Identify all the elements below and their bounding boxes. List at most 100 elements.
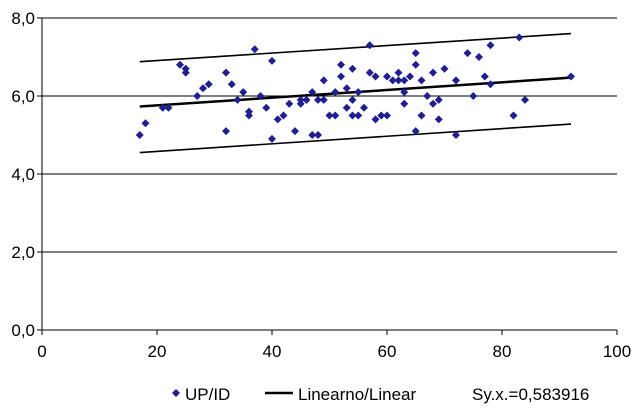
series-line-0 [139, 32, 572, 63]
data-point-37 [342, 103, 351, 112]
data-point-30 [319, 95, 328, 104]
legend-diamond-marker [172, 389, 180, 397]
data-points [135, 33, 575, 143]
series-line-2 [139, 123, 572, 154]
data-point-14 [239, 88, 248, 97]
data-point-60 [429, 99, 437, 108]
legend: UP/ID Linearno/Linear Sy.x.=0,583916 [172, 385, 589, 404]
data-point-16 [245, 107, 253, 116]
data-point-75 [371, 115, 380, 124]
annotation-syx: Sy.x.=0,583916 [472, 385, 589, 404]
data-point-58 [423, 92, 432, 100]
data-point-10 [222, 68, 230, 77]
data-point-73 [521, 95, 529, 104]
data-point-63 [452, 131, 460, 139]
data-point-2 [158, 103, 167, 112]
data-point-72 [515, 33, 524, 42]
x-tick-label-4: 80 [493, 342, 512, 361]
data-point-41 [354, 111, 363, 120]
data-point-32 [325, 111, 334, 120]
data-point-0 [135, 131, 144, 139]
data-point-77 [273, 115, 282, 124]
data-point-9 [204, 80, 213, 89]
y-tick-label-0: 0,0 [11, 321, 35, 340]
data-point-7 [193, 92, 202, 100]
data-point-20 [268, 56, 276, 65]
legend-label-up-id: UP/ID [185, 385, 230, 404]
data-point-52 [400, 99, 409, 108]
data-point-23 [285, 99, 294, 108]
data-point-40 [354, 88, 363, 97]
data-point-66 [469, 92, 478, 100]
data-point-84 [314, 95, 322, 104]
data-point-3 [164, 103, 173, 112]
data-point-43 [365, 41, 374, 50]
data-point-38 [348, 64, 357, 73]
data-point-71 [509, 111, 518, 120]
x-tick-label-3: 60 [378, 342, 397, 361]
gridlines [42, 17, 617, 253]
data-point-79 [331, 111, 340, 120]
data-point-31 [319, 76, 328, 85]
data-point-28 [308, 131, 317, 139]
data-point-62 [440, 64, 449, 73]
data-point-50 [394, 76, 403, 85]
data-point-17 [250, 45, 259, 54]
data-point-51 [400, 76, 409, 85]
data-point-36 [342, 84, 351, 93]
data-point-81 [434, 95, 443, 104]
legend-label-linear: Linearno/Linear [298, 385, 416, 404]
data-point-61 [434, 115, 443, 124]
data-point-59 [429, 68, 437, 77]
data-point-22 [279, 111, 288, 120]
axes [37, 17, 618, 335]
data-point-74 [567, 72, 575, 81]
data-point-8 [199, 84, 207, 93]
data-point-45 [371, 72, 380, 81]
data-point-78 [296, 99, 305, 108]
data-point-26 [302, 95, 311, 104]
data-point-44 [365, 68, 374, 77]
data-point-68 [480, 72, 489, 81]
data-point-76 [383, 111, 391, 120]
y-tick-label-1: 2,0 [11, 243, 35, 262]
data-point-13 [233, 95, 242, 104]
data-point-33 [331, 88, 340, 97]
data-point-19 [262, 103, 271, 112]
data-point-69 [486, 80, 495, 89]
data-point-24 [291, 127, 299, 136]
data-point-57 [417, 76, 426, 85]
data-point-55 [411, 60, 420, 69]
data-point-70 [486, 41, 495, 50]
data-point-11 [222, 127, 230, 136]
data-point-64 [452, 76, 460, 85]
data-point-65 [463, 49, 472, 58]
x-tick-label-2: 40 [263, 342, 282, 361]
tick-labels: 0,0 2,0 4,0 6,0 8,0 0 20 40 60 80 100 [11, 9, 631, 361]
data-point-49 [394, 68, 403, 77]
y-tick-label-4: 8,0 [11, 9, 35, 28]
data-point-27 [308, 88, 317, 97]
data-point-67 [475, 53, 483, 61]
data-point-48 [388, 76, 397, 85]
data-point-83 [348, 111, 357, 120]
data-point-82 [417, 111, 426, 120]
data-point-1 [141, 119, 150, 128]
data-point-56 [411, 127, 420, 136]
data-point-18 [256, 92, 265, 100]
data-point-39 [348, 95, 357, 104]
data-point-53 [406, 72, 414, 81]
x-tick-label-0: 0 [37, 342, 46, 361]
data-point-47 [383, 72, 391, 81]
data-point-46 [377, 111, 386, 120]
y-tick-label-2: 4,0 [11, 165, 35, 184]
data-point-4 [176, 60, 184, 69]
y-tick-label-3: 6,0 [11, 87, 35, 106]
data-point-34 [337, 60, 345, 69]
data-point-29 [314, 131, 322, 139]
data-point-12 [227, 80, 236, 89]
x-tick-label-5: 100 [603, 342, 631, 361]
data-point-80 [400, 88, 409, 97]
x-tick-label-1: 20 [148, 342, 167, 361]
